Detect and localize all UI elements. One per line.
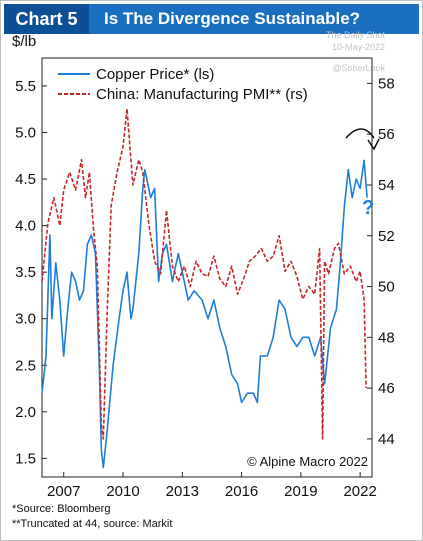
watermark-handle: @SoberLook <box>332 63 385 73</box>
chart-title: Is The Divergence Sustainable? <box>104 9 361 28</box>
right-tick-label: 52 <box>378 228 395 245</box>
chart-number-tag: Chart 5 <box>4 4 89 34</box>
x-tick-label: 2013 <box>166 483 199 500</box>
left-tick-label: 5.5 <box>15 78 36 95</box>
question-mark: ? <box>362 197 374 219</box>
peak-arrow-head <box>367 138 380 151</box>
left-tick-label: 5.0 <box>15 124 36 141</box>
left-tick-label: 4.5 <box>15 171 36 188</box>
left-tick-label: 3.5 <box>15 264 36 281</box>
right-tick-label: 58 <box>378 75 395 92</box>
right-tick-label: 50 <box>378 279 395 296</box>
copper-price-line <box>41 159 368 469</box>
chart-header: Chart 5 Is The Divergence Sustainable? <box>4 4 419 34</box>
x-tick-label: 2022 <box>343 483 376 500</box>
left-tick-label: 3.0 <box>15 311 36 328</box>
footnote-source: *Source: Bloomberg <box>12 503 111 515</box>
x-tick-label: 2007 <box>47 483 80 500</box>
x-tick-label: 2016 <box>225 483 258 500</box>
china-pmi-line <box>41 108 367 440</box>
footnote-truncation: **Truncated at 44, source: Markit <box>12 518 173 530</box>
legend-pmi-label: China: Manufacturing PMI** (rs) <box>96 86 308 103</box>
peak-arrow-curve <box>345 128 375 139</box>
copyright-label: © Alpine Macro 2022 <box>247 454 368 469</box>
right-tick-label: 54 <box>378 177 395 194</box>
watermark-source: The Daily Shot <box>325 30 385 40</box>
right-tick-label: 44 <box>378 431 395 448</box>
x-tick-label: 2010 <box>106 483 139 500</box>
x-tick-label: 2019 <box>284 483 317 500</box>
legend-copper-label: Copper Price* (ls) <box>96 66 214 83</box>
left-tick-label: 1.5 <box>15 450 36 467</box>
left-axis-label: $/lb <box>12 33 36 50</box>
plot-area-border <box>41 57 373 478</box>
left-tick-label: 2.5 <box>15 357 36 374</box>
left-tick-label: 2.0 <box>15 404 36 421</box>
right-tick-label: 56 <box>378 126 395 143</box>
right-tick-label: 48 <box>378 329 395 346</box>
left-tick-label: 4.0 <box>15 218 36 235</box>
watermark-date: 10-May-2022 <box>331 42 385 52</box>
right-tick-label: 46 <box>378 380 395 397</box>
